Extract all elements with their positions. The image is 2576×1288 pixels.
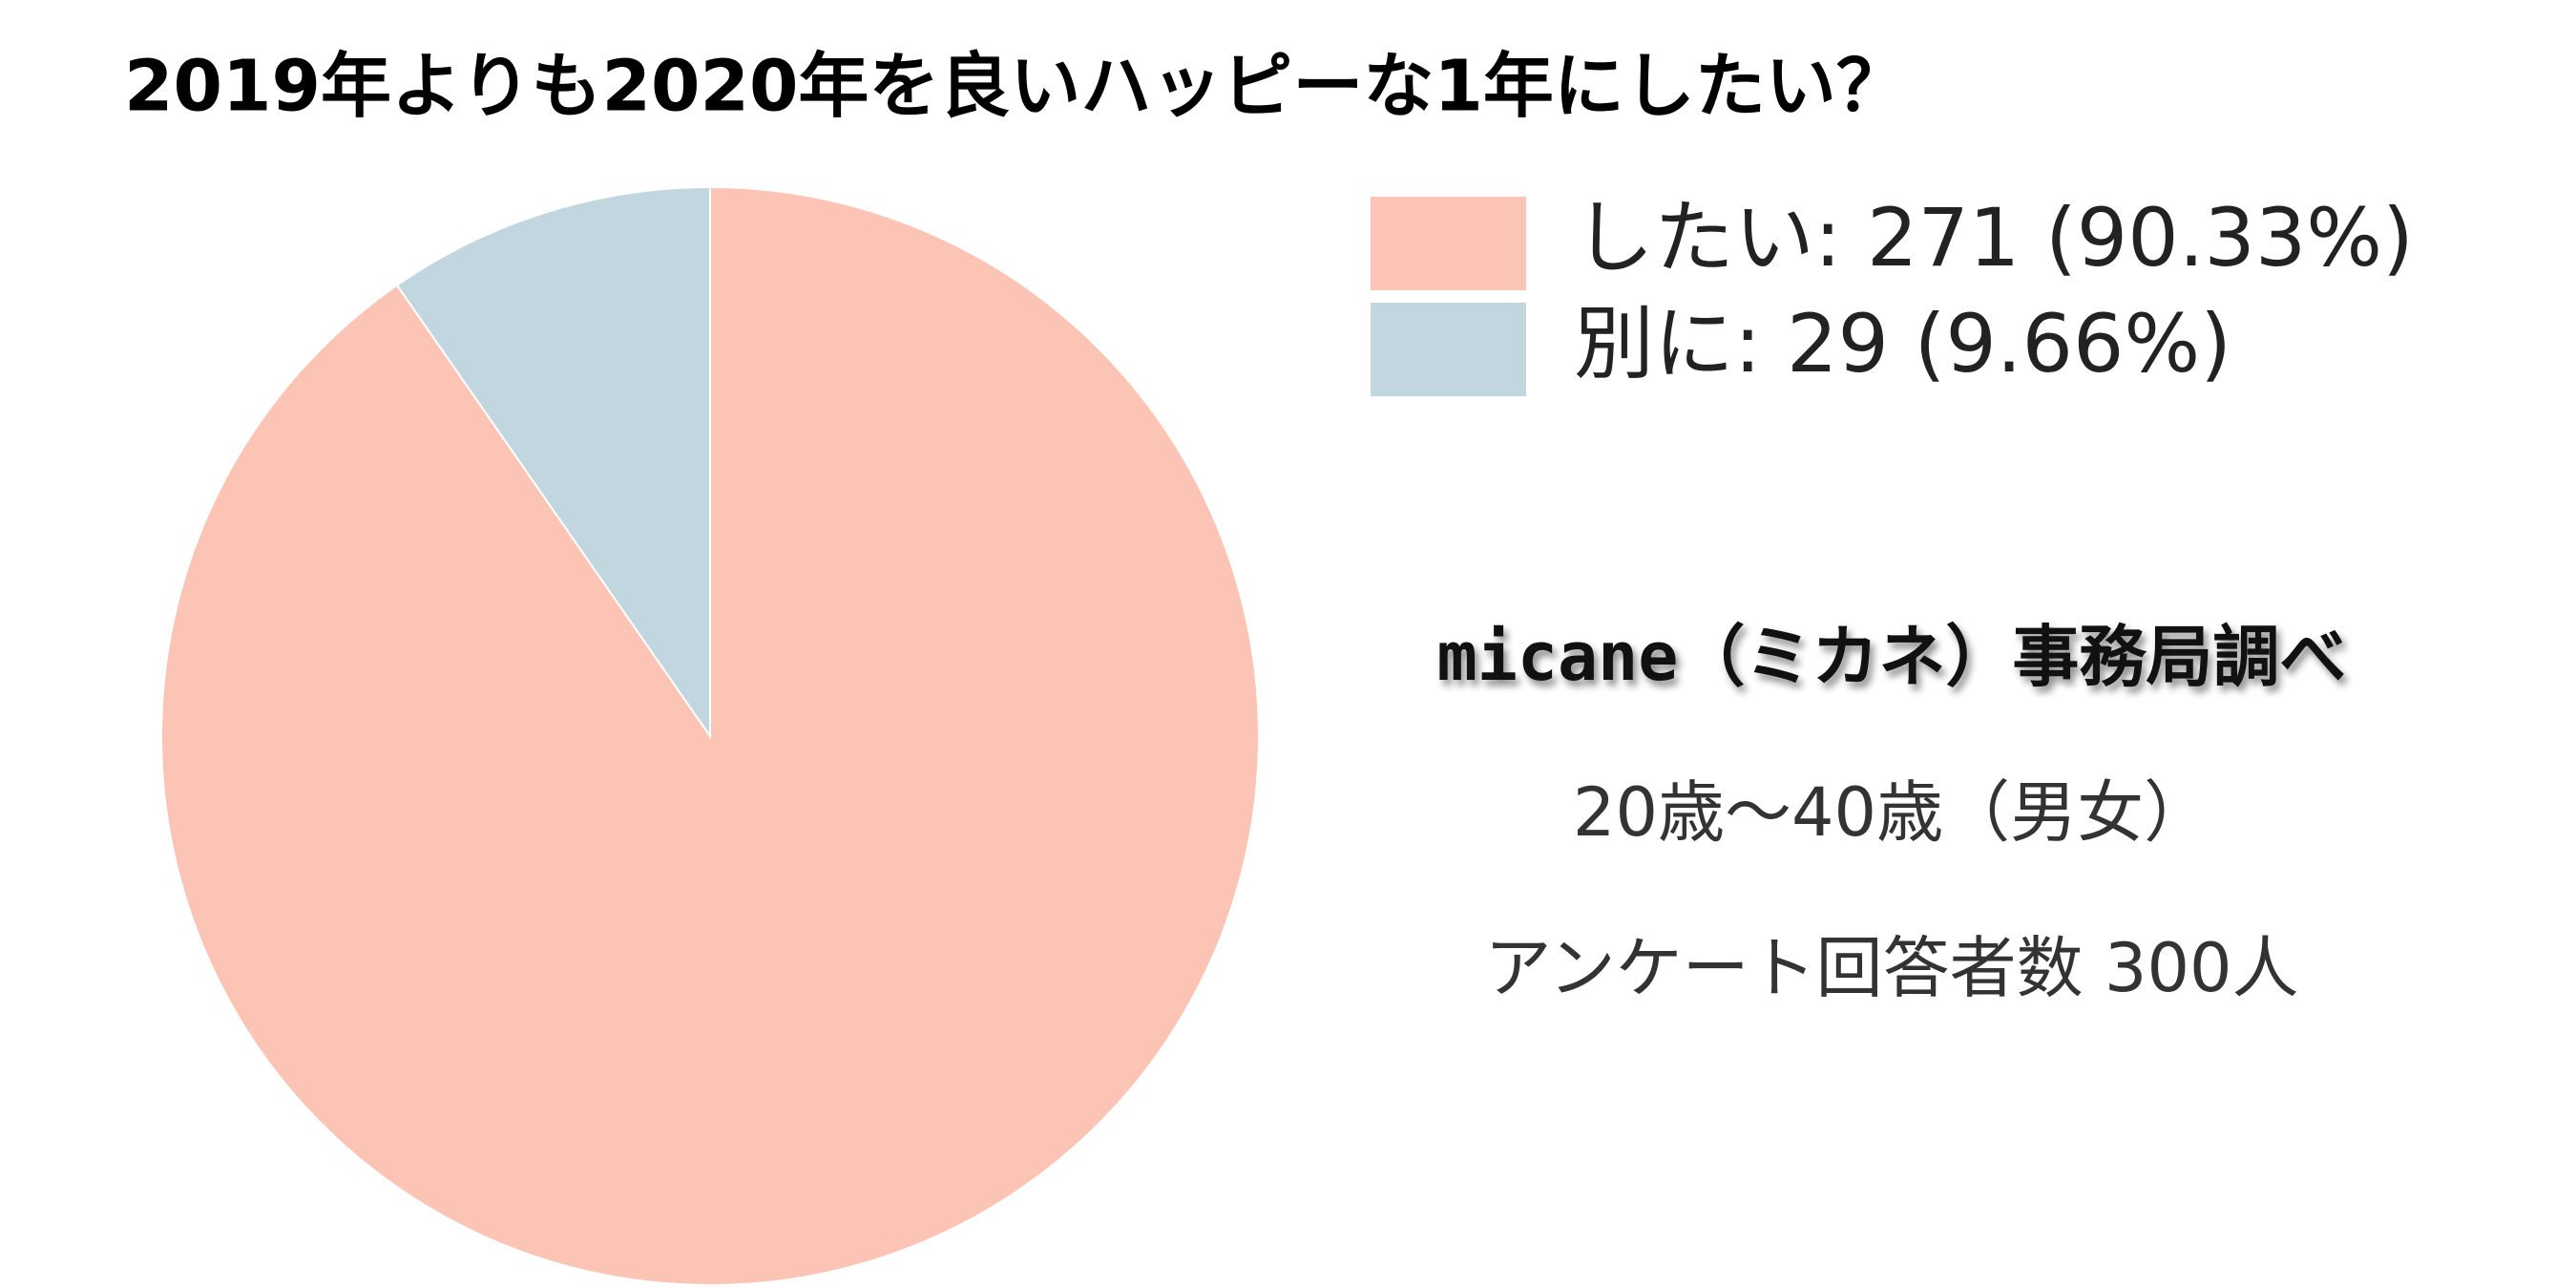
annotation: 20歳〜40歳（男女）: [1573, 773, 2210, 852]
chart-title: 2019年よりも2020年を良いハッピーな1年にしたい？: [124, 46, 1907, 128]
legend-label: 別に: 29 (9.66%): [1574, 297, 2231, 391]
legend-label: したい: 271 (90.33%): [1574, 191, 2414, 285]
annotation: アンケート回答者数 300人: [1484, 929, 2298, 1007]
annotation: micane（ミカネ）事務局調べ: [1437, 618, 2347, 696]
pie-slice: [395, 185, 711, 740]
legend-swatch: [1371, 303, 1526, 396]
legend-swatch: [1371, 197, 1526, 290]
